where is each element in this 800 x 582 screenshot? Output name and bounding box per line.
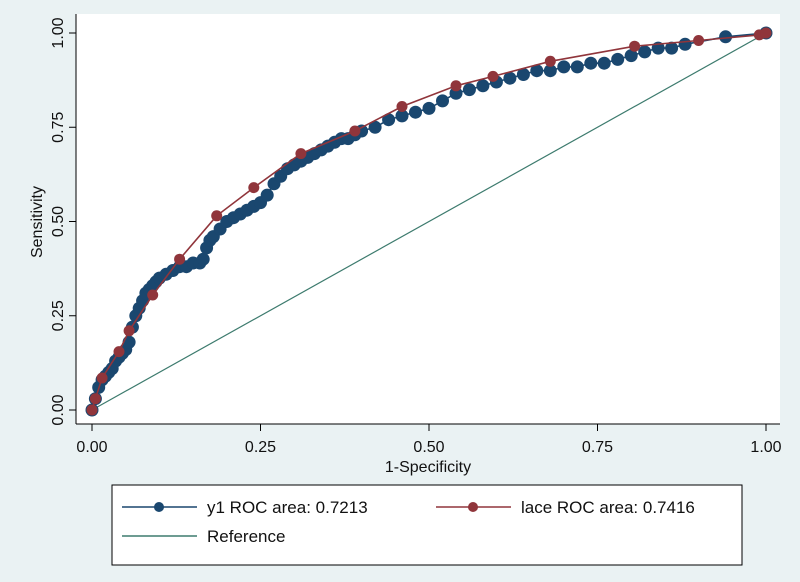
point-y1 [570,60,584,74]
point-lace [86,404,98,416]
point-lace [349,125,361,137]
legend-box [111,484,743,566]
point-lace [396,101,408,112]
point-y1 [436,94,449,108]
y-axis-title: Sensitivity [29,186,46,258]
series-layer [85,26,773,417]
series-reference [91,32,767,411]
legend-label-reference: Reference [207,527,285,546]
point-y1 [368,120,382,134]
point-y1 [678,37,692,51]
legend-label-lace: lace ROC area: 0.7416 [521,498,695,517]
point-lace [89,393,101,405]
point-lace [760,27,772,39]
point-y1 [395,109,409,123]
point-y1 [611,52,625,66]
point-y1 [665,41,679,55]
y-tick-label: 1.00 [50,17,67,48]
point-y1 [557,60,571,74]
series-lace [86,27,772,416]
point-y1 [719,30,733,44]
legend-marker-lace [468,502,478,512]
point-y1 [638,45,652,59]
y-ticks: 0.00 0.25 0.50 0.75 1.00 [50,17,76,426]
x-tick-label: 0.25 [245,439,276,456]
point-lace [113,346,125,358]
point-y1 [503,71,517,85]
plot-area [76,14,780,424]
y-tick-label: 0.00 [50,394,67,425]
point-y1 [584,56,598,70]
point-y1 [516,68,530,81]
x-tick-label: 1.00 [750,439,781,456]
legend-label-y1: y1 ROC area: 0.7213 [207,498,368,517]
point-lace [295,148,307,160]
point-lace [693,35,705,46]
legend-marker-y1 [154,502,164,512]
point-lace [123,325,135,337]
point-lace [487,70,499,82]
point-lace [211,210,223,222]
point-y1 [409,105,422,119]
point-y1 [597,56,611,70]
point-y1 [530,64,544,78]
point-y1 [543,64,557,78]
y-tick-label: 0.50 [50,206,67,237]
legend: y1 ROC area: 0.7213 lace ROC area: 0.741… [111,484,743,566]
point-y1 [260,188,274,202]
x-axis-title: 1-Specificity [385,459,471,476]
point-lace [629,40,641,52]
point-lace [544,55,556,67]
point-lace [96,372,108,384]
point-y1 [476,79,490,93]
point-y1 [624,49,638,63]
series-line-reference [91,32,767,411]
y-tick-label: 0.25 [50,300,67,331]
point-lace [147,289,159,301]
point-y1 [382,113,396,127]
y-tick-label: 0.75 [50,112,67,143]
point-y1 [122,335,136,349]
point-lace [174,253,186,265]
x-tick-label: 0.75 [582,439,613,456]
x-tick-label: 0.50 [413,439,444,456]
point-y1 [196,252,210,266]
point-lace [450,80,462,92]
point-y1 [422,101,436,115]
point-y1 [462,83,476,97]
x-tick-label: 0.00 [76,439,107,456]
point-lace [248,182,260,194]
x-ticks: 0.00 0.25 0.50 0.75 1.00 [76,424,782,456]
